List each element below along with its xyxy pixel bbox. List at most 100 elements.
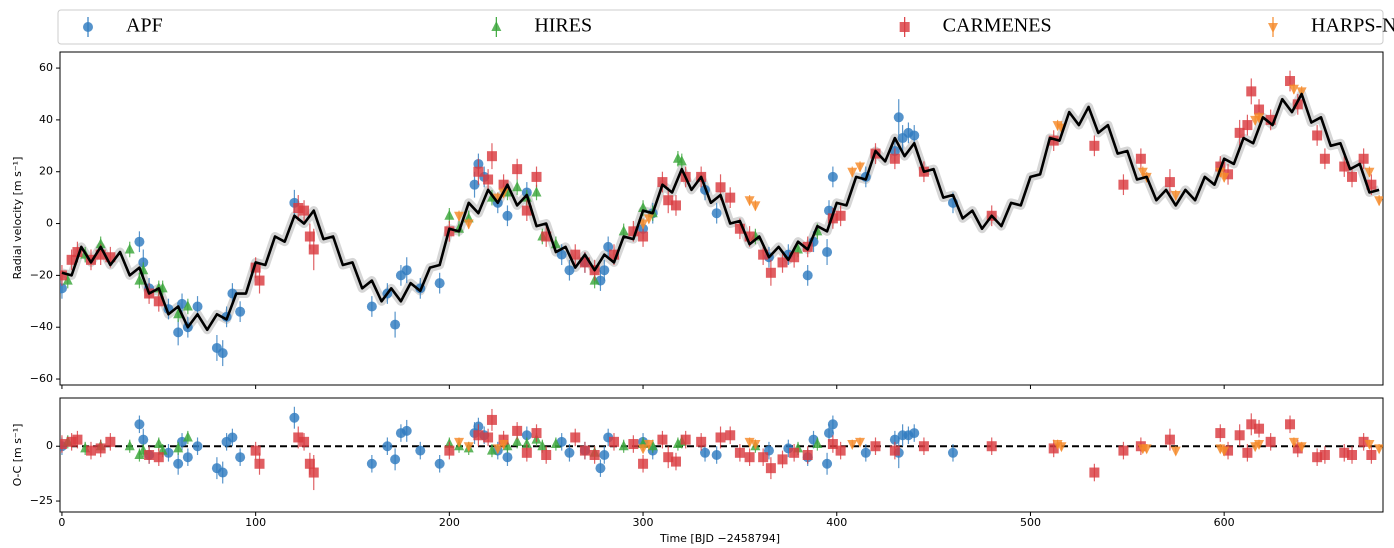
x-tick-label: 500 — [1020, 516, 1041, 529]
point — [1170, 446, 1181, 457]
point — [1048, 443, 1059, 454]
point — [502, 210, 513, 221]
point — [1374, 196, 1383, 207]
legend-label: CARMENES — [943, 15, 1052, 37]
model-line — [61, 92, 1380, 332]
point — [486, 151, 497, 162]
point — [486, 444, 497, 455]
point — [1141, 444, 1152, 455]
point — [1223, 445, 1234, 456]
point — [1347, 450, 1358, 460]
point — [444, 445, 455, 456]
point — [608, 249, 619, 260]
point — [889, 153, 900, 164]
point — [1285, 76, 1296, 87]
y-axis-label: Radial velocity [m s⁻¹] — [11, 157, 24, 280]
point — [153, 296, 164, 307]
point — [502, 452, 513, 463]
point — [463, 442, 474, 453]
point — [217, 348, 228, 359]
point — [1364, 167, 1375, 178]
point — [304, 231, 315, 242]
y-tick-label: −20 — [30, 268, 53, 281]
point — [153, 452, 164, 463]
point — [366, 458, 377, 469]
point — [1347, 171, 1358, 182]
point — [1358, 436, 1369, 447]
point — [918, 441, 929, 452]
point — [564, 447, 575, 458]
point — [1048, 135, 1059, 146]
point — [870, 441, 881, 452]
x-tick-label: 400 — [826, 516, 847, 529]
point — [750, 440, 761, 451]
point — [822, 247, 833, 258]
y-tick-label: 0 — [46, 217, 53, 230]
y-tick-label: 40 — [39, 113, 53, 126]
point — [1215, 428, 1226, 439]
point — [483, 432, 494, 443]
point — [822, 458, 833, 469]
point — [909, 130, 920, 141]
point — [415, 445, 426, 456]
point — [847, 167, 858, 178]
point — [725, 192, 736, 203]
point — [463, 219, 474, 230]
point — [618, 440, 629, 451]
point — [72, 434, 83, 445]
point — [628, 226, 639, 237]
point — [657, 177, 668, 188]
point — [531, 428, 542, 439]
point — [1288, 437, 1299, 448]
point — [1358, 153, 1369, 164]
point — [254, 275, 265, 286]
point — [444, 209, 455, 220]
point — [95, 249, 106, 260]
point — [827, 419, 838, 430]
y-tick-label: −40 — [30, 320, 53, 333]
point — [758, 249, 769, 260]
point — [1366, 450, 1377, 460]
point — [734, 223, 745, 234]
point — [390, 319, 401, 330]
point — [1319, 153, 1330, 164]
point — [556, 436, 567, 447]
point — [1219, 172, 1230, 183]
point — [802, 270, 813, 281]
point — [1254, 104, 1265, 115]
point — [670, 200, 681, 211]
legend-label: HIRES — [534, 15, 592, 37]
point — [793, 243, 804, 254]
point — [725, 430, 736, 441]
point — [1234, 127, 1245, 138]
point — [734, 447, 745, 458]
point — [599, 265, 610, 276]
point — [182, 300, 193, 311]
point — [192, 301, 203, 312]
point — [235, 452, 246, 463]
point — [1364, 440, 1375, 451]
point — [1254, 423, 1265, 434]
point — [66, 254, 77, 265]
point — [469, 179, 480, 190]
point — [95, 238, 106, 249]
point — [608, 436, 619, 447]
point — [382, 441, 393, 452]
point — [134, 236, 145, 247]
point — [1312, 130, 1323, 141]
point — [711, 450, 722, 460]
x-tick-label: 100 — [245, 516, 266, 529]
y-tick-label: −60 — [30, 372, 53, 385]
point — [1164, 434, 1175, 445]
point — [1288, 84, 1299, 95]
point — [1219, 446, 1230, 457]
point — [854, 162, 865, 173]
point — [860, 447, 871, 458]
point — [1296, 87, 1307, 98]
point — [512, 164, 523, 175]
point — [824, 205, 835, 216]
point — [1137, 167, 1148, 178]
point — [827, 439, 838, 450]
point — [521, 438, 532, 449]
point — [163, 447, 174, 458]
